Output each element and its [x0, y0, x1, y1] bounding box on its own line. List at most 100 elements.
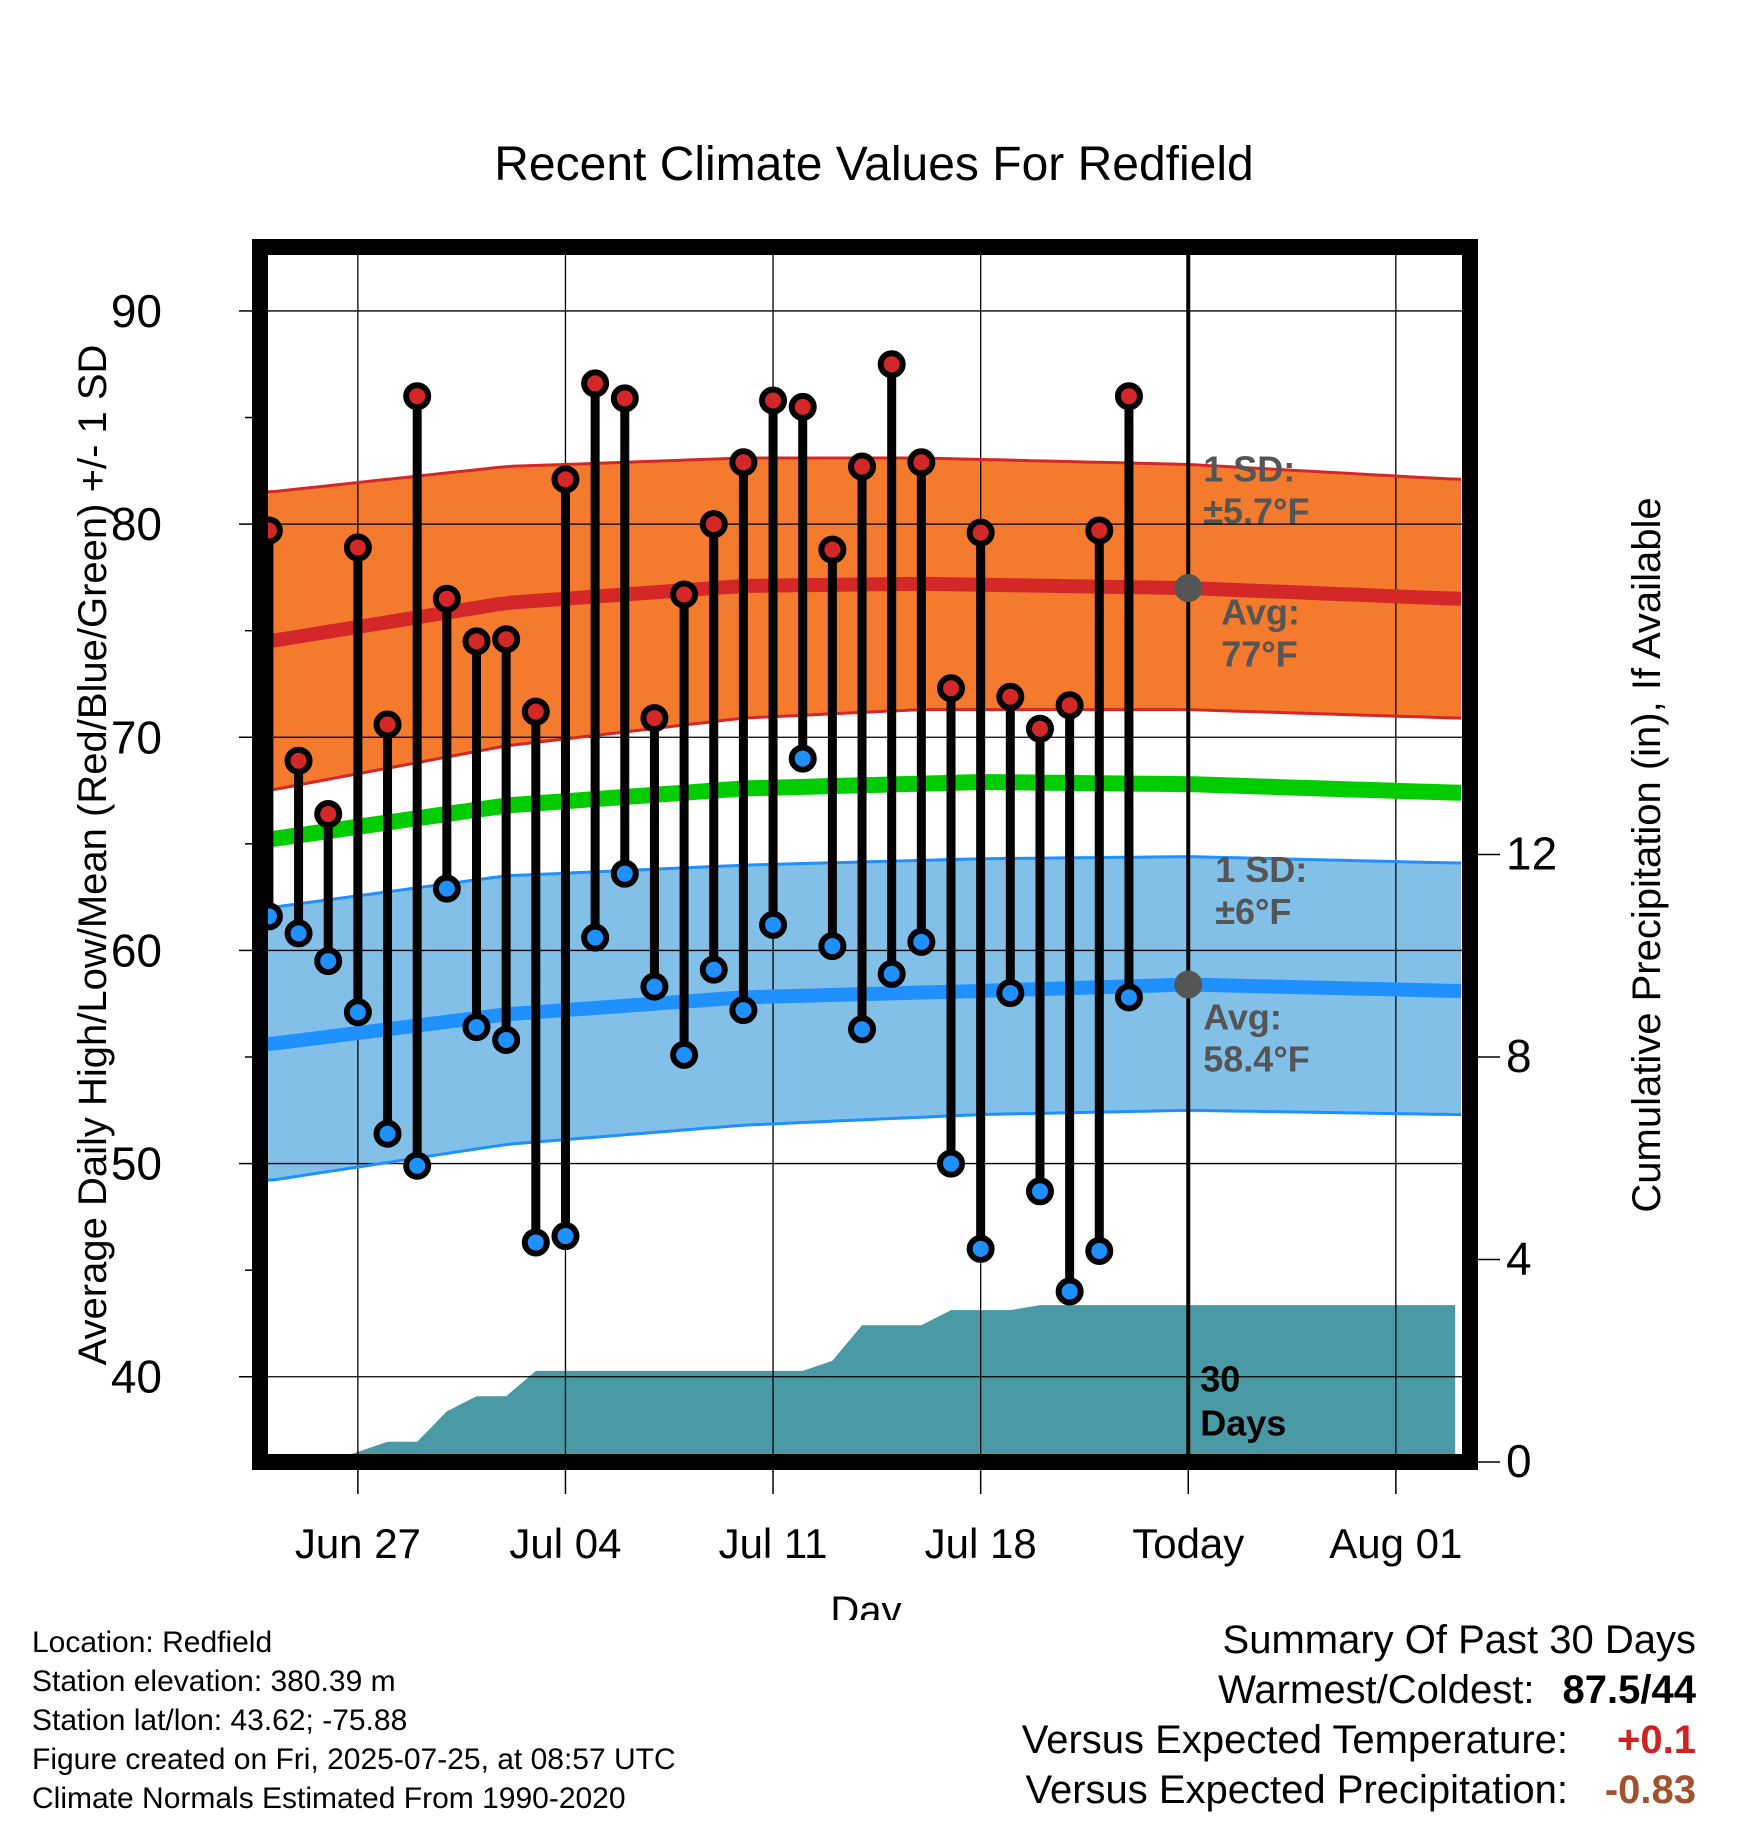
- high-avg-annotation-line: 77°F: [1221, 633, 1297, 674]
- created-text: Figure created on Fri, 2025-07-25, at 08…: [32, 1743, 676, 1776]
- daily-low-point: [462, 1013, 491, 1042]
- y-tick-label: 80: [111, 498, 162, 550]
- daily-low-point: [1114, 983, 1143, 1012]
- axes: 40 50 60 70 80 90 0 4 8 12 Jun 27 Jul 04 Jul 11 Jul 1…: [111, 239, 1557, 1567]
- daily-high-point: [907, 448, 936, 477]
- daily-low-point: [1055, 1277, 1084, 1306]
- daily-low-point: [581, 923, 610, 952]
- today-high-avg-marker: [1174, 574, 1203, 603]
- y-tick-label: 90: [111, 285, 162, 337]
- latlon-text: Station lat/lon: 43.62; -75.88: [32, 1704, 408, 1737]
- daily-high-point: [1055, 691, 1084, 720]
- daily-high-point: [1085, 516, 1114, 545]
- daily-high-point: [966, 518, 995, 547]
- y-tick-label: 70: [111, 711, 162, 763]
- low-avg-annotation: Avg: 58.4°F: [1203, 996, 1309, 1079]
- warmest-label: Warmest/Coldest:: [1218, 1668, 1535, 1712]
- daily-low-point: [937, 1149, 966, 1178]
- elevation-text: Station elevation: 380.39 m: [32, 1665, 396, 1698]
- window-days-annotation: 30 Days: [1200, 1359, 1286, 1444]
- daily-high-point: [1114, 382, 1143, 411]
- chart-title: Recent Climate Values For Redfield: [494, 138, 1253, 191]
- daily-high-point: [1025, 714, 1054, 743]
- low-sd-annotation-line: ±6°F: [1215, 891, 1291, 932]
- daily-low-point: [284, 919, 313, 948]
- daily-low-point: [907, 927, 936, 956]
- low-avg-annotation-line: 58.4°F: [1203, 1038, 1309, 1079]
- precip-diff-value: -0.83: [1604, 1768, 1696, 1812]
- high-sd-annotation-line: ±5.7°F: [1203, 490, 1309, 531]
- y2-tick-label: 8: [1506, 1030, 1532, 1082]
- daily-low-point: [996, 979, 1025, 1008]
- low-sd-annotation: 1 SD: ±6°F: [1215, 849, 1307, 932]
- daily-low-point: [877, 959, 906, 988]
- daily-low-point: [699, 955, 728, 984]
- temp-diff-label: Versus Expected Temperature:: [1021, 1718, 1568, 1762]
- low-sd-annotation-line: 1 SD:: [1215, 849, 1307, 890]
- plot-frame: [252, 239, 1478, 1470]
- y2-tick-label: 0: [1506, 1435, 1532, 1487]
- daily-low-point: [492, 1025, 521, 1054]
- warmest-value: 87.5/44: [1562, 1668, 1696, 1712]
- daily-low-point: [966, 1234, 995, 1263]
- high-sd-annotation-line: 1 SD:: [1203, 448, 1295, 489]
- daily-low-point: [1025, 1177, 1054, 1206]
- daily-low-point: [551, 1222, 580, 1251]
- summary-precip-row: Versus Expected Precipitation: -0.83: [1022, 1768, 1696, 1818]
- daily-high-point: [432, 584, 461, 613]
- x-tick-label: Aug 01: [1329, 1520, 1462, 1567]
- window-days-line: 30: [1200, 1359, 1240, 1400]
- location-text: Location: Redfield: [32, 1626, 273, 1659]
- x-axis-label: Day: [830, 1589, 901, 1620]
- daily-high-point: [759, 386, 788, 415]
- daily-high-point: [521, 697, 550, 726]
- daily-low-point: [818, 932, 847, 961]
- daily-high-point: [373, 710, 402, 739]
- daily-high-point: [788, 392, 817, 421]
- daily-high-point: [462, 627, 491, 656]
- daily-low-point: [521, 1228, 550, 1257]
- daily-high-point: [937, 674, 966, 703]
- daily-low-point: [640, 972, 669, 1001]
- daily-low-point: [788, 744, 817, 773]
- high-avg-annotation-line: Avg:: [1221, 591, 1300, 632]
- daily-low-point: [373, 1119, 402, 1148]
- daily-high-point: [818, 535, 847, 564]
- daily-low-point: [1085, 1236, 1114, 1265]
- x-tick-label: Today: [1132, 1520, 1244, 1567]
- daily-high-point: [640, 704, 669, 733]
- daily-low-point: [670, 1040, 699, 1069]
- climate-chart: Recent Climate Values For Redfield 1 SD:…: [71, 138, 1669, 1620]
- normals-text: Climate Normals Estimated From 1990-2020: [32, 1782, 626, 1815]
- temp-diff-value: +0.1: [1617, 1718, 1696, 1762]
- y-tick-label: 50: [111, 1138, 162, 1190]
- daily-high-point: [343, 533, 372, 562]
- x-tick-label: Jul 04: [509, 1520, 621, 1567]
- y-tick-label: 40: [111, 1351, 162, 1403]
- daily-low-point: [848, 1015, 877, 1044]
- station-info: Location: Redfield Station elevation: 38…: [32, 1623, 676, 1818]
- summary-warmest-row: Warmest/Coldest: 87.5/44: [1022, 1668, 1696, 1718]
- daily-high-point: [492, 625, 521, 654]
- daily-high-point: [699, 510, 728, 539]
- daily-low-point: [729, 996, 758, 1025]
- summary-title: Summary Of Past 30 Days: [1022, 1618, 1696, 1668]
- daily-low-point: [610, 859, 639, 888]
- summary-panel: Summary Of Past 30 Days Warmest/Coldest:…: [1022, 1618, 1696, 1818]
- daily-high-point: [848, 452, 877, 481]
- y2-tick-label: 12: [1506, 828, 1557, 880]
- x-tick-label: Jun 27: [295, 1520, 421, 1567]
- y-tick-label: 60: [111, 924, 162, 976]
- x-tick-label: Jul 11: [719, 1520, 828, 1567]
- high-sd-annotation: 1 SD: ±5.7°F: [1203, 448, 1309, 531]
- daily-high-point: [551, 465, 580, 494]
- daily-low-point: [432, 874, 461, 903]
- daily-high-point: [877, 350, 906, 379]
- y-axis-label: Average Daily High/Low/Mean (Red/Blue/Gr…: [71, 345, 115, 1366]
- daily-high-point: [729, 448, 758, 477]
- daily-high-point: [581, 369, 610, 398]
- y2-tick-label: 4: [1506, 1233, 1532, 1285]
- low-avg-annotation-line: Avg:: [1203, 996, 1282, 1037]
